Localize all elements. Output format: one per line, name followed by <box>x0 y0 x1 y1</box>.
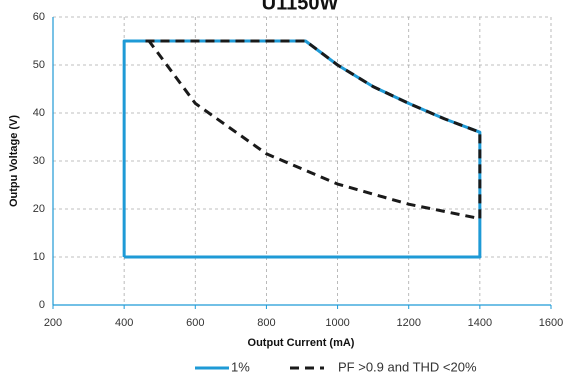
y-tick-label: 20 <box>33 203 45 215</box>
y-tick-label: 10 <box>33 251 45 263</box>
y-tick-label: 0 <box>39 299 45 311</box>
series-line <box>122 39 482 259</box>
x-tick-label: 1600 <box>539 317 563 329</box>
legend-label: PF >0.9 and THD <20% <box>338 359 477 374</box>
chart-title: U1150W <box>262 0 339 14</box>
x-tick-label: 1000 <box>325 317 349 329</box>
y-tick-label: 40 <box>33 107 45 119</box>
x-tick-label: 1200 <box>396 317 420 329</box>
x-tick-label: 400 <box>115 317 133 329</box>
x-tick-label: 1400 <box>468 317 492 329</box>
y-tick-label: 60 <box>33 11 45 23</box>
x-tick-label: 200 <box>44 317 62 329</box>
x-axis-label: Output Current (mA) <box>248 337 355 349</box>
x-tick-label: 600 <box>186 317 204 329</box>
x-tick-label: 800 <box>257 317 275 329</box>
legend-label: 1% <box>231 359 250 374</box>
series-line <box>145 39 482 221</box>
y-axis-label: Outpu Voltage (V) <box>8 115 20 207</box>
y-tick-label: 50 <box>33 59 45 71</box>
y-tick-label: 30 <box>33 155 45 167</box>
